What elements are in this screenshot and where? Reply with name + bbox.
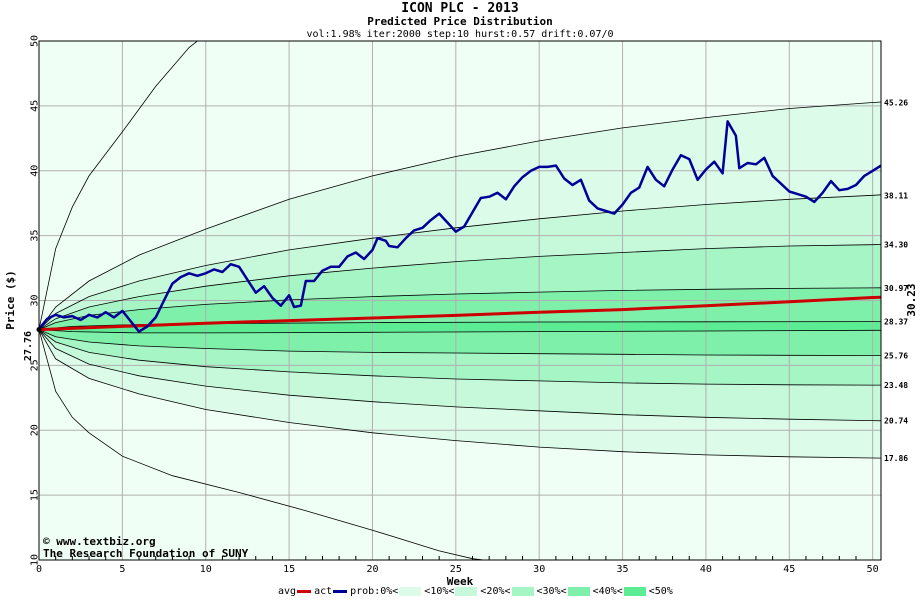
- legend-avg-swatch: [297, 590, 312, 593]
- legend-band-swatch-20: [455, 587, 478, 596]
- x-tick-label: 5: [119, 564, 125, 575]
- band-upper-edge-2: [39, 194, 881, 330]
- credit-line-1: www.textbiz.org: [56, 535, 155, 548]
- y-tick-label: 35: [30, 230, 41, 242]
- x-tick-label: 0: [36, 564, 42, 575]
- legend-band-label-30: <30%<: [536, 586, 567, 597]
- credit-line-2: The Research Foundation of SUNY: [43, 547, 249, 560]
- end-average-label: 30.23: [905, 283, 918, 316]
- band-upper-edge-5: [39, 321, 881, 330]
- band-end-label: 45.26: [884, 99, 908, 108]
- band-lower-edge-3: [39, 329, 881, 386]
- y-tick-label: 25: [30, 359, 41, 371]
- start-price-label: 27.76: [23, 331, 34, 361]
- start-point-marker: [36, 327, 42, 333]
- band-end-label: 28.37: [884, 318, 908, 327]
- credit-link[interactable]: © www.textbiz.org: [43, 535, 156, 548]
- average-price-line: [39, 295, 881, 332]
- x-axis-label: Week: [447, 575, 474, 588]
- band-end-label: 30.97: [884, 284, 908, 293]
- y-tick-label: 40: [30, 165, 41, 177]
- plot-area: [39, 41, 881, 560]
- legend-band-swatch-50: [623, 587, 646, 596]
- band-end-label: 25.76: [884, 352, 908, 361]
- legend-prob-label: prob:0%<: [350, 586, 399, 597]
- copyright-icon: ©: [43, 535, 56, 548]
- legend-avg-label: avg: [278, 586, 297, 597]
- band-lower-edge-1: [39, 329, 881, 459]
- band-lower-edge-5: [39, 329, 881, 334]
- probability-band-4: [39, 287, 881, 356]
- band-end-label: 38.11: [884, 191, 908, 200]
- legend-band-label-40: <40%<: [592, 586, 623, 597]
- actual-price-line: [39, 120, 881, 333]
- plot-frame: [38, 40, 882, 561]
- legend-band-swatch-40: [567, 587, 590, 596]
- x-tick-label: 15: [283, 564, 295, 575]
- legend-band-label-20: <20%<: [480, 586, 511, 597]
- legend-act-label: act: [314, 586, 333, 597]
- y-tick-label: 50: [30, 35, 41, 47]
- band-end-label: 20.74: [884, 417, 908, 426]
- band-end-label: 17.86: [884, 454, 908, 463]
- band-upper-edge-4: [39, 287, 881, 330]
- x-tick-label: 25: [450, 564, 462, 575]
- band-lower-edge-4: [39, 329, 881, 356]
- y-tick-label: 10: [30, 554, 41, 566]
- chart-title: ICON PLC - 2013: [401, 1, 518, 16]
- legend-band-label-50: <50%: [648, 586, 673, 597]
- band-upper-edge-1: [39, 101, 881, 330]
- x-tick-label: 50: [867, 564, 879, 575]
- band-end-label: 23.48: [884, 381, 908, 390]
- y-axis-label: Price ($): [4, 270, 17, 330]
- credit: © www.textbiz.org The Research Foundatio…: [43, 535, 249, 560]
- outer-upper-curve: [39, 41, 199, 330]
- chart-subtitle: Predicted Price Distribution: [367, 15, 552, 28]
- y-tick-label: 15: [30, 489, 41, 501]
- outer-lower-curve: [39, 329, 488, 560]
- probability-band-5: [39, 321, 881, 333]
- y-tick-label: 45: [30, 100, 41, 112]
- x-tick-label: 40: [700, 564, 712, 575]
- band-end-label: 34.30: [884, 241, 908, 250]
- legend-act-swatch: [333, 590, 348, 593]
- band-lower-edge-2: [39, 329, 881, 422]
- y-tick-label: 20: [30, 424, 41, 436]
- x-tick-label: 20: [366, 564, 378, 575]
- y-tick-label: 30: [30, 294, 41, 306]
- legend: avg act prob:0%< <10%< <20%< <30%< <40%<…: [278, 586, 673, 597]
- x-tick-label: 35: [617, 564, 629, 575]
- band-upper-edge-3: [39, 244, 881, 330]
- x-tick-label: 10: [200, 564, 212, 575]
- legend-band-swatch-10: [399, 587, 422, 596]
- legend-band-label-10: <10%<: [424, 586, 455, 597]
- legend-band-swatch-30: [511, 587, 534, 596]
- chart-params: vol:1.98% iter:2000 step:10 hurst:0.57 d…: [306, 29, 613, 40]
- x-tick-label: 30: [533, 564, 545, 575]
- x-tick-label: 45: [783, 564, 795, 575]
